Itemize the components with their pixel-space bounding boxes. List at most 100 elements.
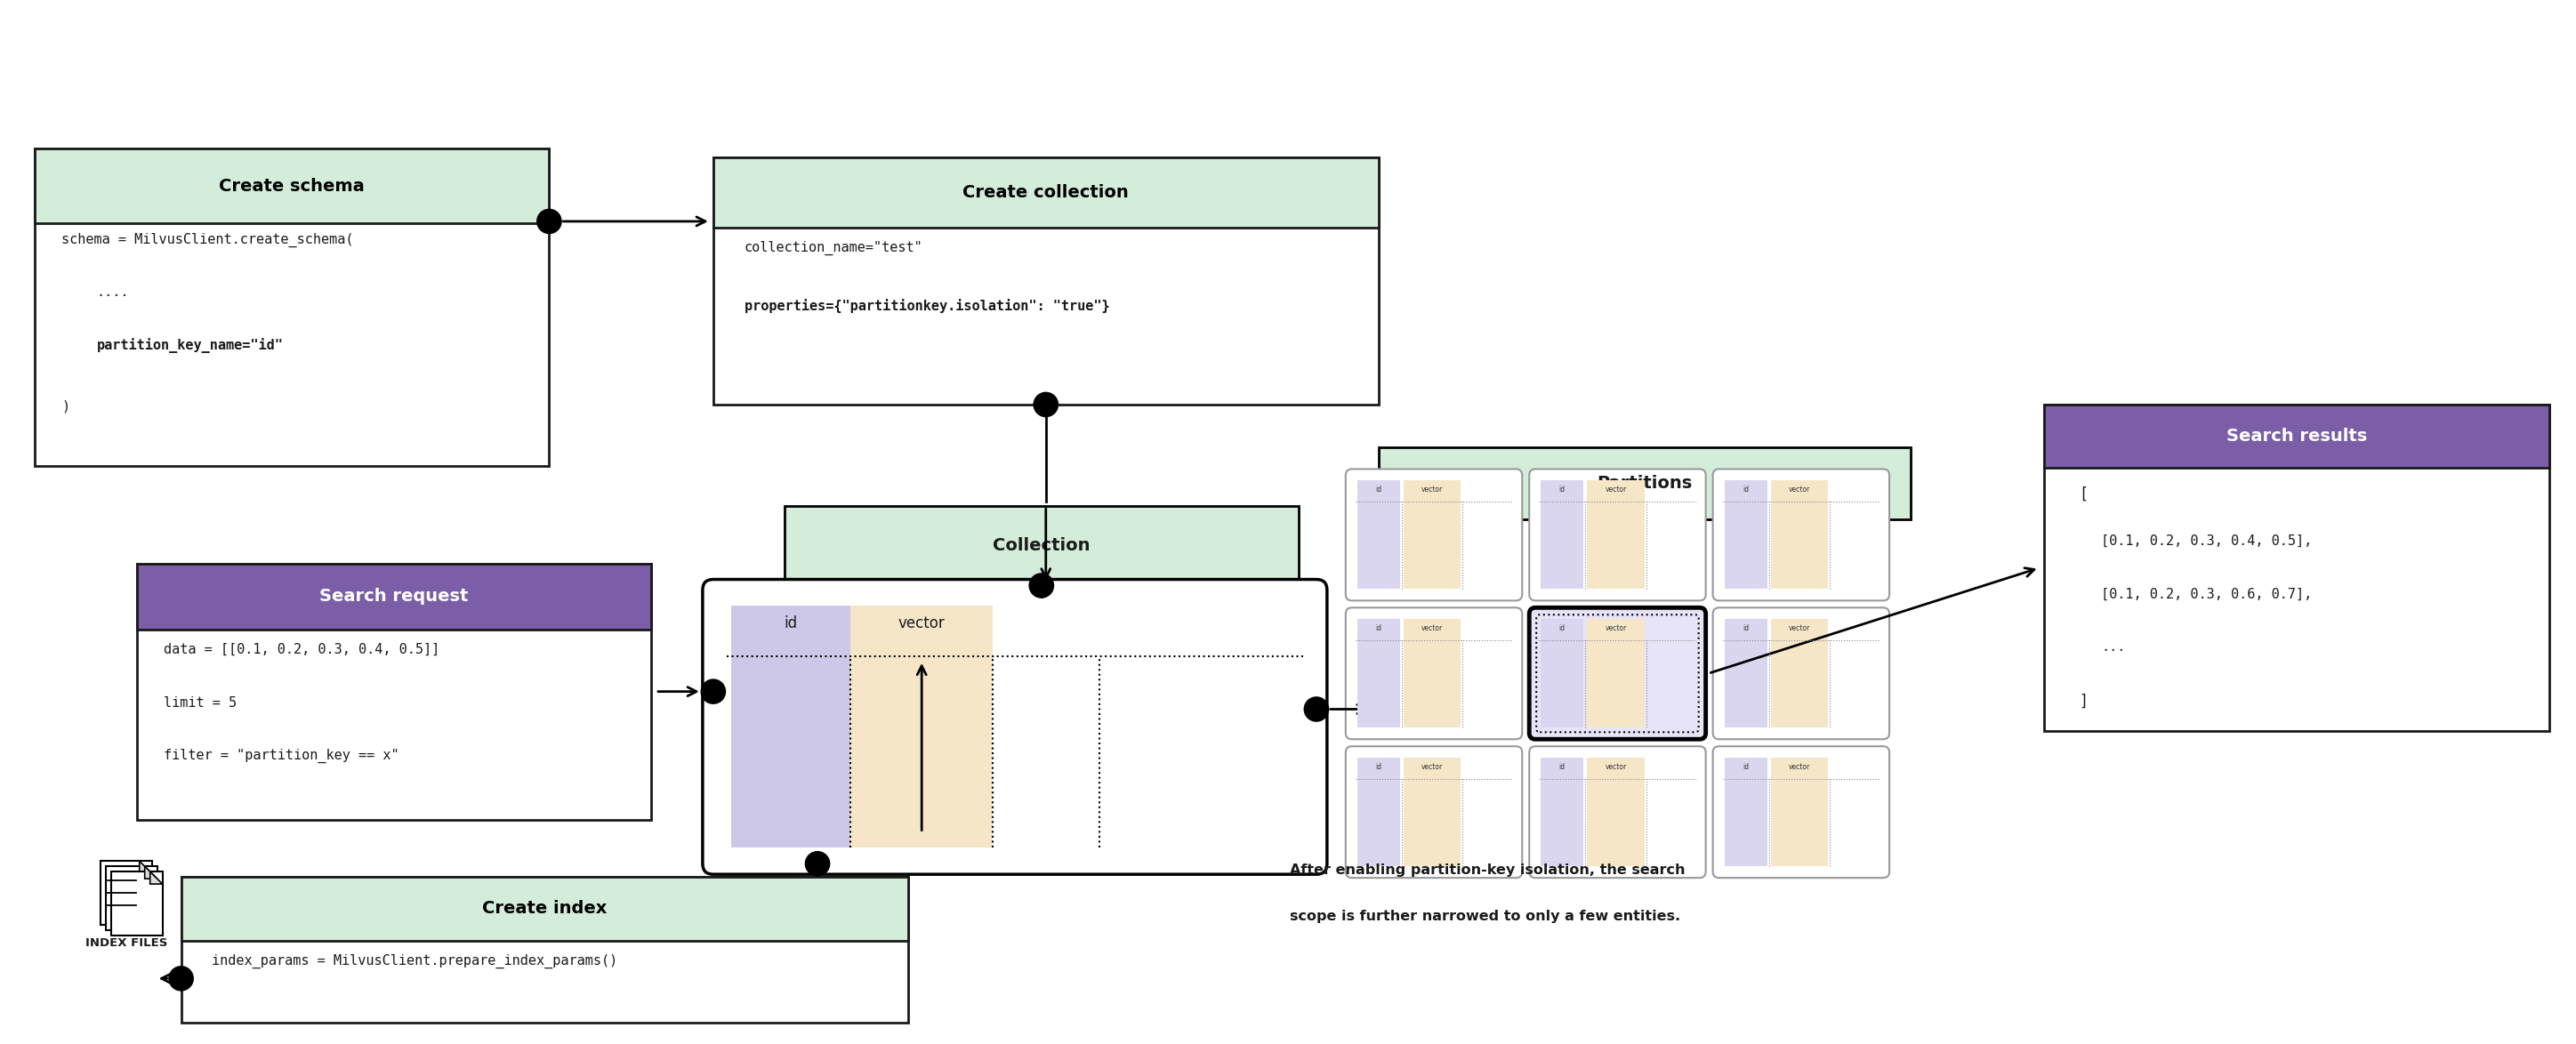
Polygon shape [149,872,162,884]
Text: Search results: Search results [2226,428,2367,445]
Text: id: id [1376,485,1381,494]
Text: vector: vector [1788,762,1811,770]
FancyBboxPatch shape [137,564,652,630]
Text: id: id [1741,485,1749,494]
FancyBboxPatch shape [1713,608,1888,739]
Text: ...: ... [2102,640,2125,654]
FancyBboxPatch shape [1723,619,1767,728]
Text: Create index: Create index [482,900,608,918]
Text: vector: vector [1605,762,1625,770]
FancyBboxPatch shape [1587,480,1643,589]
FancyBboxPatch shape [106,867,157,930]
FancyBboxPatch shape [1345,746,1522,878]
Text: Create schema: Create schema [219,177,366,194]
FancyBboxPatch shape [732,606,850,848]
FancyBboxPatch shape [1713,469,1888,600]
Text: ....: .... [98,285,129,299]
FancyBboxPatch shape [1404,758,1461,867]
Text: vector: vector [1788,624,1811,632]
FancyBboxPatch shape [850,606,992,848]
Circle shape [701,680,724,703]
FancyBboxPatch shape [137,564,652,820]
Text: id: id [1741,624,1749,632]
Text: filter = "partition_key == x": filter = "partition_key == x" [162,749,399,763]
Text: vector: vector [1422,485,1443,494]
Text: [0.1, 0.2, 0.3, 0.6, 0.7],: [0.1, 0.2, 0.3, 0.6, 0.7], [2102,588,2313,600]
FancyBboxPatch shape [2043,405,2550,468]
Text: ): ) [62,400,70,413]
Text: id: id [1558,624,1566,632]
Text: [: [ [2079,485,2089,502]
Text: collection_name="test": collection_name="test" [744,241,922,256]
FancyBboxPatch shape [1345,608,1522,739]
FancyBboxPatch shape [714,158,1378,228]
Polygon shape [139,861,152,874]
Text: scope is further narrowed to only a few entities.: scope is further narrowed to only a few … [1291,910,1680,923]
FancyBboxPatch shape [1378,447,1911,519]
Text: Create collection: Create collection [963,184,1128,201]
Circle shape [170,967,193,990]
FancyBboxPatch shape [1540,480,1584,589]
FancyBboxPatch shape [111,872,162,935]
FancyBboxPatch shape [1404,480,1461,589]
FancyBboxPatch shape [1587,619,1643,728]
FancyBboxPatch shape [1770,619,1829,728]
Text: id: id [1376,762,1381,770]
Polygon shape [144,867,157,879]
Text: properties={"partitionkey.isolation": "true"}: properties={"partitionkey.isolation": "t… [744,299,1110,313]
FancyBboxPatch shape [1358,758,1399,867]
Text: vector: vector [1605,624,1625,632]
FancyBboxPatch shape [1713,746,1888,878]
Text: index_params = MilvusClient.prepare_index_params(): index_params = MilvusClient.prepare_inde… [211,954,618,968]
FancyBboxPatch shape [180,877,909,941]
FancyBboxPatch shape [1587,758,1643,867]
FancyBboxPatch shape [1404,619,1461,728]
Text: limit = 5: limit = 5 [162,696,237,709]
Circle shape [806,852,829,875]
Circle shape [1036,394,1056,417]
FancyBboxPatch shape [1540,758,1584,867]
FancyBboxPatch shape [1530,469,1705,600]
Text: After enabling partition-key isolation, the search: After enabling partition-key isolation, … [1291,863,1685,877]
Text: INDEX FILES: INDEX FILES [85,936,167,949]
Circle shape [1306,697,1327,720]
FancyBboxPatch shape [1770,480,1829,589]
Text: id: id [783,616,799,632]
Text: schema = MilvusClient.create_schema(: schema = MilvusClient.create_schema( [62,233,353,246]
Text: id: id [1558,485,1566,494]
FancyBboxPatch shape [33,148,549,223]
Text: [0.1, 0.2, 0.3, 0.4, 0.5],: [0.1, 0.2, 0.3, 0.4, 0.5], [2102,535,2313,548]
Text: ]: ] [2079,693,2089,709]
Text: vector: vector [1422,624,1443,632]
Circle shape [538,210,562,233]
Text: vector: vector [899,616,945,632]
Text: Collection: Collection [992,538,1090,554]
Text: id: id [1741,762,1749,770]
Text: vector: vector [1788,485,1811,494]
Text: vector: vector [1605,485,1625,494]
Circle shape [1030,574,1054,597]
FancyBboxPatch shape [1358,480,1399,589]
FancyBboxPatch shape [33,148,549,467]
FancyBboxPatch shape [2043,405,2550,731]
FancyBboxPatch shape [1770,758,1829,867]
Text: vector: vector [1422,762,1443,770]
FancyBboxPatch shape [703,579,1327,874]
FancyBboxPatch shape [1723,480,1767,589]
Text: data = [[0.1, 0.2, 0.3, 0.4, 0.5]]: data = [[0.1, 0.2, 0.3, 0.4, 0.5]] [162,643,440,657]
Text: Partitions: Partitions [1597,475,1692,492]
Text: Search request: Search request [319,588,469,606]
FancyBboxPatch shape [1358,619,1399,728]
Text: partition_key_name="id": partition_key_name="id" [98,338,283,354]
FancyBboxPatch shape [783,506,1298,586]
FancyBboxPatch shape [1723,758,1767,867]
FancyBboxPatch shape [1530,746,1705,878]
FancyBboxPatch shape [1345,469,1522,600]
FancyBboxPatch shape [1530,608,1705,739]
FancyBboxPatch shape [180,877,909,1023]
Text: id: id [1558,762,1566,770]
Text: id: id [1376,624,1381,632]
FancyBboxPatch shape [714,158,1378,405]
FancyBboxPatch shape [1540,619,1584,728]
FancyBboxPatch shape [100,861,152,925]
